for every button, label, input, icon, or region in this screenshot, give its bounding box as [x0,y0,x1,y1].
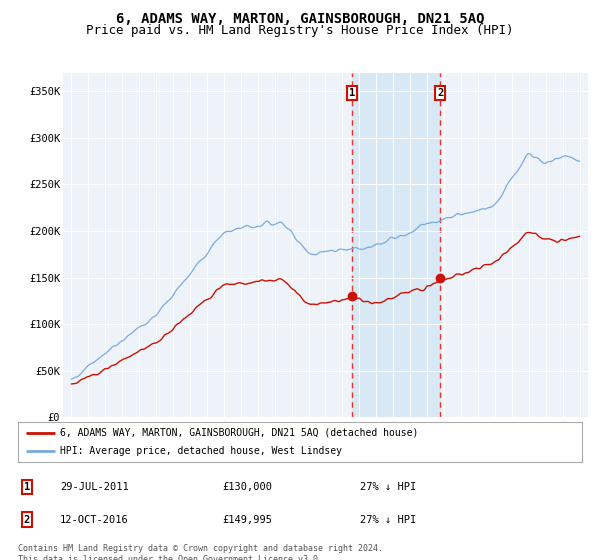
Text: 12-OCT-2016: 12-OCT-2016 [60,515,129,525]
Text: Contains HM Land Registry data © Crown copyright and database right 2024.
This d: Contains HM Land Registry data © Crown c… [18,544,383,560]
Text: Price paid vs. HM Land Registry's House Price Index (HPI): Price paid vs. HM Land Registry's House … [86,24,514,37]
Text: 29-JUL-2011: 29-JUL-2011 [60,482,129,492]
Text: 1: 1 [24,482,30,492]
Text: £149,995: £149,995 [222,515,272,525]
Text: 27% ↓ HPI: 27% ↓ HPI [360,515,416,525]
Text: 27% ↓ HPI: 27% ↓ HPI [360,482,416,492]
Text: 6, ADAMS WAY, MARTON, GAINSBOROUGH, DN21 5AQ: 6, ADAMS WAY, MARTON, GAINSBOROUGH, DN21… [116,12,484,26]
Text: 6, ADAMS WAY, MARTON, GAINSBOROUGH, DN21 5AQ (detached house): 6, ADAMS WAY, MARTON, GAINSBOROUGH, DN21… [60,428,419,437]
Text: 1: 1 [349,88,355,99]
Bar [352,73,440,417]
Text: £130,000: £130,000 [222,482,272,492]
Text: 2: 2 [24,515,30,525]
Text: 2: 2 [437,88,443,99]
Text: HPI: Average price, detached house, West Lindsey: HPI: Average price, detached house, West… [60,446,342,456]
